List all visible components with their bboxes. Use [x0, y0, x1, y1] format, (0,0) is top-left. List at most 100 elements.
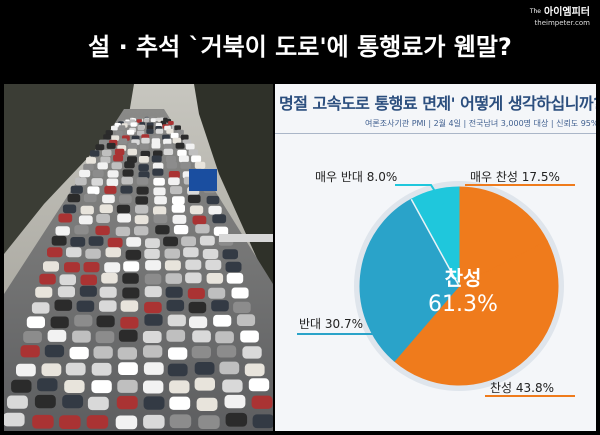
car — [143, 362, 164, 375]
car — [121, 176, 133, 185]
car — [191, 155, 202, 163]
car — [59, 274, 76, 286]
car — [154, 196, 167, 205]
car — [23, 331, 42, 343]
car — [89, 150, 100, 157]
car — [91, 362, 112, 376]
car — [244, 363, 265, 377]
car — [178, 155, 189, 163]
car — [213, 314, 232, 327]
car — [138, 171, 150, 179]
car — [105, 247, 121, 258]
car — [96, 315, 115, 328]
car — [225, 261, 242, 273]
car — [116, 204, 131, 214]
car — [170, 186, 183, 195]
car — [7, 395, 28, 409]
car — [185, 272, 202, 284]
road-sign — [189, 169, 217, 191]
car — [196, 397, 218, 411]
car — [233, 301, 251, 313]
divider — [275, 133, 596, 134]
center-value: 61.3% — [428, 292, 498, 317]
car — [166, 161, 178, 169]
brand-url: theimpeter.com — [534, 19, 590, 27]
guard-rail — [219, 234, 273, 242]
car — [180, 161, 191, 169]
car — [174, 125, 181, 131]
car — [118, 362, 138, 375]
car — [202, 249, 219, 259]
car — [194, 377, 215, 391]
car — [111, 125, 118, 131]
car — [176, 129, 184, 135]
car — [111, 135, 120, 141]
car — [167, 314, 186, 327]
car — [151, 155, 162, 163]
pie-slice-1 — [393, 240, 559, 386]
car — [78, 215, 93, 225]
car — [122, 273, 139, 284]
car — [135, 204, 149, 214]
label-agree: 찬성 43.8% — [490, 381, 555, 395]
car — [95, 225, 110, 236]
car — [101, 272, 118, 284]
car — [150, 118, 156, 122]
car — [152, 168, 164, 176]
car — [172, 214, 187, 224]
car — [155, 128, 164, 134]
car — [107, 237, 123, 248]
car — [95, 331, 115, 344]
car — [115, 226, 131, 237]
car — [100, 156, 111, 164]
car — [35, 286, 53, 298]
car — [50, 316, 69, 329]
car — [140, 150, 151, 158]
car — [134, 226, 149, 236]
car — [16, 363, 36, 377]
car — [192, 330, 211, 343]
car — [153, 187, 166, 196]
car — [80, 205, 94, 215]
car — [113, 154, 124, 162]
slice-divider — [410, 198, 460, 287]
car — [175, 142, 185, 149]
car — [79, 169, 91, 178]
car — [32, 414, 54, 429]
car — [231, 287, 249, 299]
car — [166, 299, 185, 312]
car — [143, 345, 163, 358]
car — [222, 379, 243, 393]
car — [115, 130, 123, 136]
car — [162, 134, 170, 140]
car — [65, 362, 86, 376]
car — [137, 125, 145, 130]
car — [11, 379, 32, 393]
car — [187, 288, 205, 299]
car — [117, 213, 131, 223]
car — [67, 194, 81, 203]
traffic-photo-image — [4, 84, 273, 431]
car — [219, 361, 240, 375]
car — [224, 394, 246, 409]
car — [111, 162, 122, 170]
car — [153, 214, 168, 224]
car — [120, 300, 139, 312]
car — [163, 148, 174, 155]
car — [123, 261, 140, 272]
car — [127, 156, 137, 163]
car — [141, 137, 150, 144]
car — [153, 177, 165, 186]
car — [171, 204, 185, 213]
car — [47, 247, 63, 258]
car — [96, 214, 110, 223]
car — [85, 248, 101, 259]
car — [191, 346, 211, 359]
car — [144, 286, 162, 298]
car — [167, 363, 188, 377]
car — [211, 300, 229, 312]
car — [205, 259, 222, 270]
car — [118, 329, 138, 342]
car — [170, 132, 179, 139]
car — [166, 128, 174, 134]
